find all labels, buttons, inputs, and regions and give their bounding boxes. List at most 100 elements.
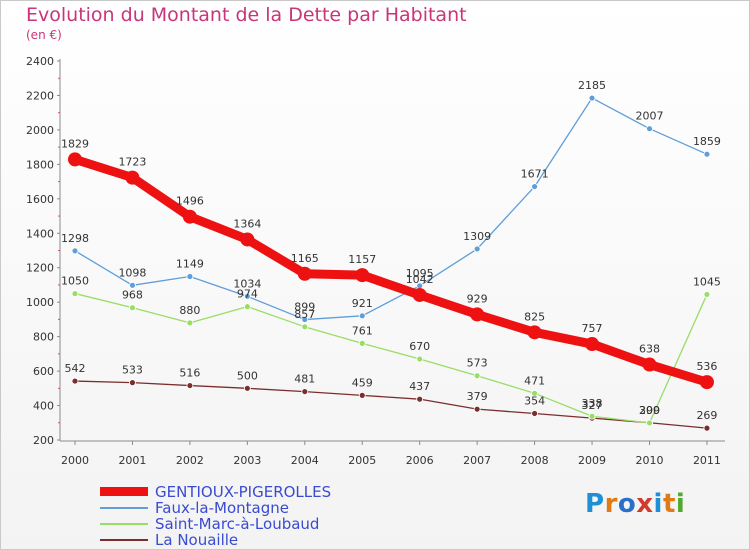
series-line (74, 292, 708, 424)
data-label: 670 (409, 340, 430, 353)
x-tick-label: 2008 (521, 454, 549, 467)
x-tick-label: 2004 (291, 454, 319, 467)
y-tick-label: 600 (33, 365, 54, 378)
y-tick-label: 1400 (26, 227, 54, 240)
logo-letter: t (662, 489, 676, 519)
data-label: 857 (294, 308, 315, 321)
data-point (531, 183, 538, 190)
data-label: 300 (639, 404, 660, 417)
y-tick-label: 1600 (26, 193, 54, 206)
data-point (243, 303, 251, 311)
data-label: 974 (237, 288, 258, 301)
y-tick-label: 2200 (26, 89, 54, 102)
data-label: 1829 (61, 137, 89, 150)
data-label: 536 (696, 360, 717, 373)
data-point (703, 291, 711, 298)
data-point (470, 307, 485, 322)
data-label: 880 (179, 304, 200, 317)
series-line (74, 380, 708, 429)
legend-swatch (100, 487, 148, 496)
series-line (70, 154, 712, 387)
data-point (355, 268, 370, 283)
legend-label: La Nouaille (155, 531, 239, 549)
x-tick-label: 2009 (578, 454, 606, 467)
data-label: 516 (179, 367, 200, 380)
y-tick-label: 800 (33, 331, 54, 344)
x-tick-label: 2005 (348, 454, 376, 467)
logo-letter: x (636, 489, 654, 519)
data-label: 1671 (521, 168, 549, 181)
data-label: 1309 (463, 230, 491, 243)
data-point (243, 384, 251, 392)
data-point (416, 355, 424, 363)
data-label: 379 (467, 390, 488, 403)
data-label: 1165 (291, 252, 319, 265)
data-point (186, 273, 194, 280)
data-point (646, 419, 653, 427)
logo-letter: r (604, 489, 618, 519)
data-point (125, 170, 140, 185)
data-label: 929 (467, 292, 488, 305)
data-point (588, 412, 596, 420)
data-point (71, 247, 79, 255)
data-label: 1157 (348, 253, 376, 266)
data-point (531, 410, 538, 417)
data-label: 921 (352, 297, 373, 310)
x-tick-label: 2003 (233, 454, 261, 467)
data-point (703, 150, 711, 158)
data-label: 1364 (233, 217, 261, 230)
legend-swatch (100, 523, 148, 525)
data-point (182, 209, 197, 224)
x-tick-label: 2000 (61, 454, 89, 467)
data-label: 2007 (636, 110, 664, 123)
data-label: 1298 (61, 232, 89, 245)
data-point (416, 395, 424, 403)
data-label: 327 (582, 399, 603, 412)
x-tick-label: 2006 (406, 454, 434, 467)
data-point (240, 232, 255, 247)
chart-title: Evolution du Montant de la Dette par Hab… (26, 4, 467, 26)
logo-letter: i (653, 489, 663, 519)
data-label: 1034 (233, 277, 261, 290)
logo-letter: i (675, 489, 686, 519)
x-tick-label: 2001 (118, 454, 146, 467)
data-label: 1496 (176, 195, 204, 208)
data-label: 757 (582, 322, 603, 335)
data-point (301, 388, 309, 395)
data-point (186, 382, 194, 389)
data-point (358, 339, 366, 347)
data-label: 899 (294, 301, 315, 314)
data-label: 533 (122, 364, 143, 377)
data-label: 269 (696, 409, 717, 422)
logo-letter: o (617, 489, 637, 519)
data-label: 1042 (406, 273, 434, 286)
data-point (642, 357, 657, 372)
data-point (297, 266, 312, 281)
data-point (129, 304, 136, 312)
data-label: 354 (524, 394, 545, 407)
x-tick-label: 2011 (693, 454, 721, 467)
logo-letter: P (585, 489, 605, 519)
x-tick-label: 2010 (636, 454, 664, 467)
x-tick-label: 2007 (463, 454, 491, 467)
data-label: 338 (582, 397, 603, 410)
data-label: 825 (524, 310, 545, 323)
chart-unit-label: (en €) (26, 28, 62, 42)
data-point (71, 377, 79, 385)
data-point (585, 337, 600, 352)
data-label: 761 (352, 324, 373, 337)
data-label: 1045 (693, 275, 721, 288)
data-label: 1149 (176, 258, 204, 271)
y-tick-label: 1800 (26, 158, 54, 171)
data-point (412, 287, 427, 302)
legend-swatch (100, 539, 148, 541)
data-point (301, 323, 309, 331)
data-label: 638 (639, 343, 660, 356)
data-label: 573 (467, 357, 488, 370)
legend-label: Faux-la-Montagne (155, 499, 289, 517)
data-point (473, 372, 481, 380)
data-point (243, 292, 251, 300)
data-point (129, 281, 136, 289)
data-point (358, 312, 366, 320)
